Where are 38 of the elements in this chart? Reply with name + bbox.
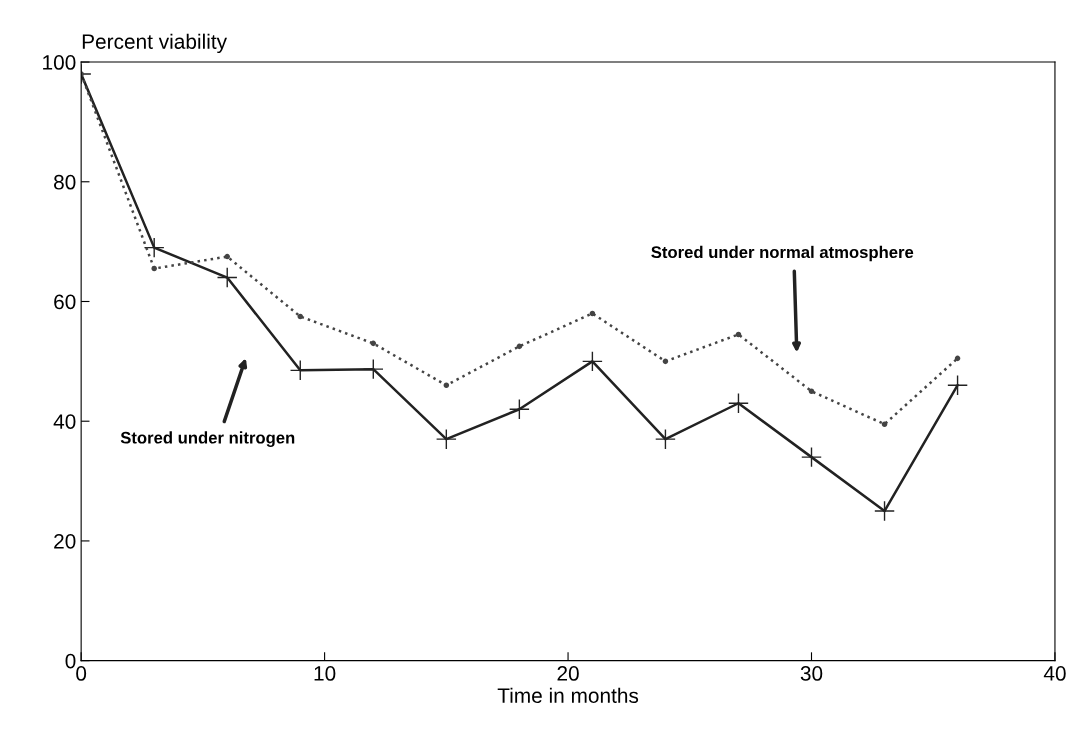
point <box>728 392 749 414</box>
annotation: Stored under nitrogen <box>120 431 295 447</box>
point <box>508 398 530 420</box>
point <box>297 313 304 320</box>
point <box>362 358 384 380</box>
y-tick-label: 20 <box>54 533 76 549</box>
point <box>735 331 742 338</box>
point <box>662 358 669 365</box>
point <box>947 374 968 396</box>
point <box>581 350 603 372</box>
point <box>954 355 961 362</box>
point <box>808 388 815 395</box>
point <box>435 428 457 450</box>
y-tick-label: 60 <box>54 294 76 310</box>
annotation: Stored under normal atmosphere <box>651 245 914 262</box>
y-tick-label: 80 <box>54 174 76 190</box>
point <box>224 253 230 260</box>
x-axis-title: Time in months <box>497 687 639 704</box>
x-tick-label: 40 <box>1043 666 1066 681</box>
point <box>881 421 888 427</box>
point <box>216 267 238 288</box>
point <box>589 310 596 317</box>
x-tick-label: 30 <box>800 666 823 681</box>
point <box>516 343 523 350</box>
y-tick-label: 0 <box>65 653 76 669</box>
x-tick-label: 20 <box>557 666 579 681</box>
x-tick-label: 0 <box>76 666 87 681</box>
point <box>874 500 895 522</box>
point <box>801 446 822 468</box>
y-tick-label: 100 <box>43 55 76 70</box>
point <box>151 265 157 272</box>
point <box>655 428 676 450</box>
y-axis-title: Percent viability <box>82 33 228 54</box>
point <box>370 340 377 347</box>
y-tick-label: 40 <box>53 414 76 429</box>
point <box>443 382 450 389</box>
point <box>143 237 165 259</box>
x-tick-label: 10 <box>314 666 336 681</box>
